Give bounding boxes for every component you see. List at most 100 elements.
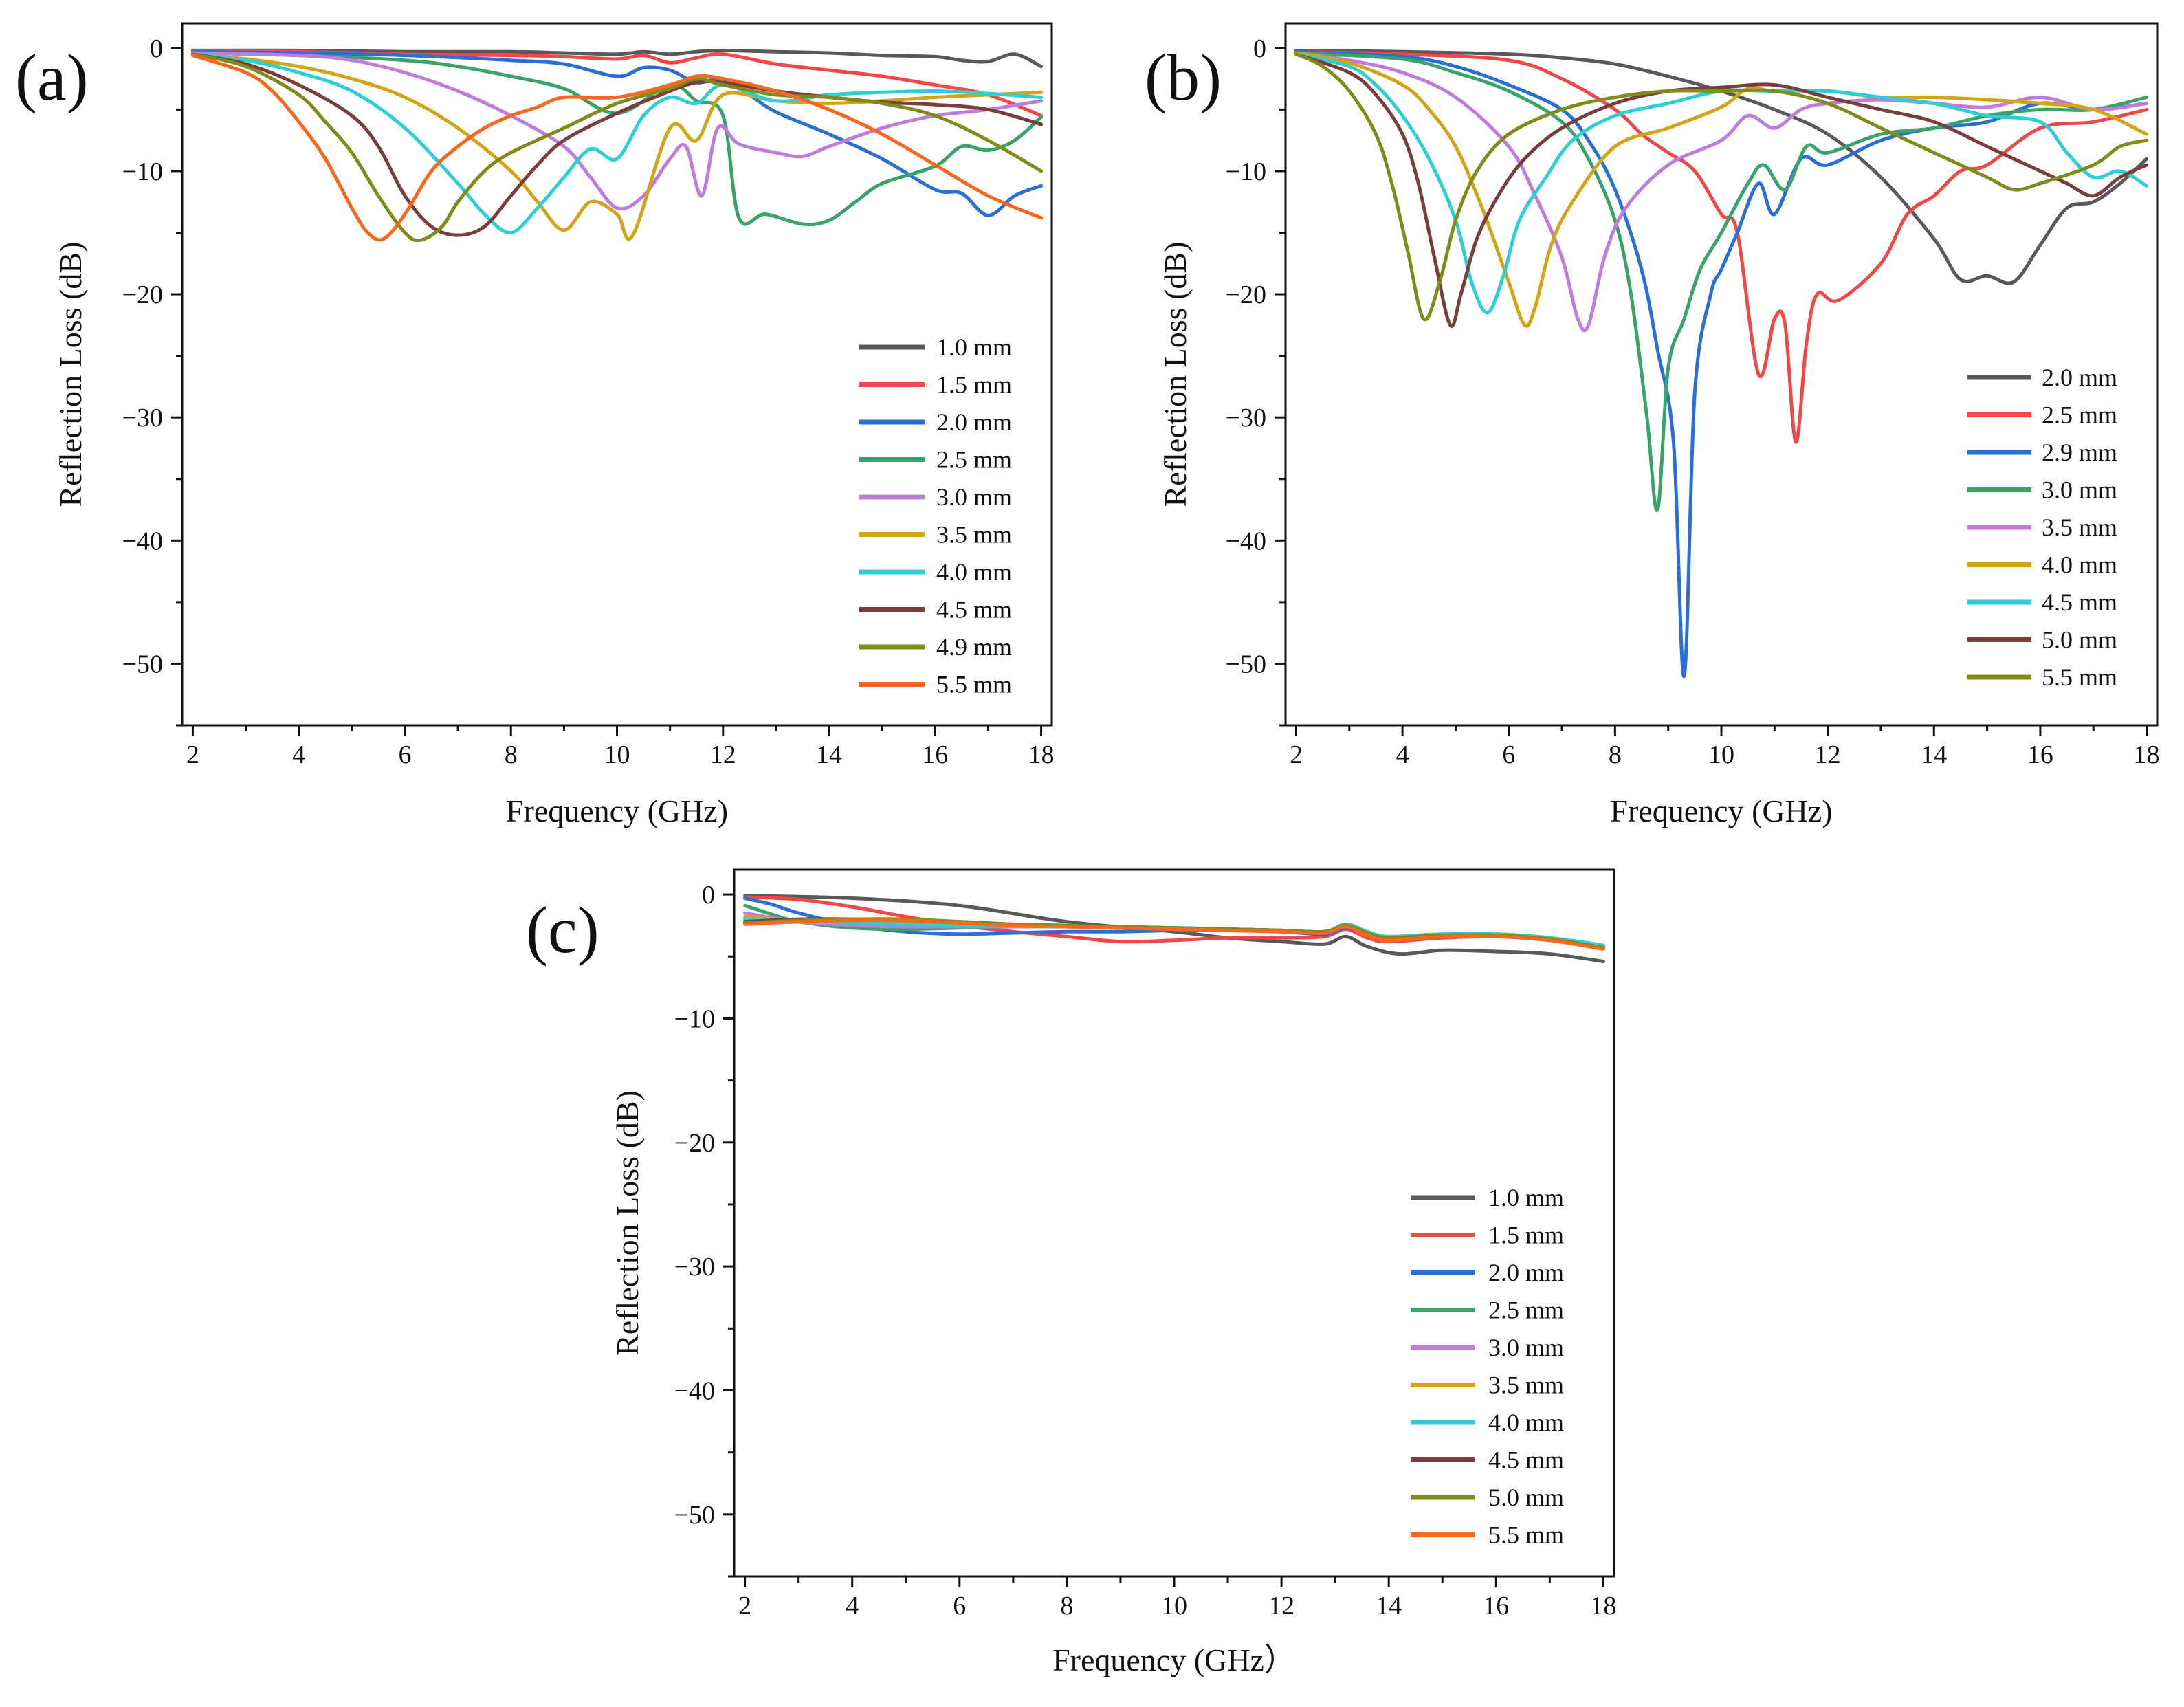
- legend-label: 2.5 mm: [2042, 401, 2117, 429]
- x-tick-label: 14: [1921, 740, 1947, 769]
- y-tick-label: −30: [674, 1253, 715, 1281]
- y-tick-label: −10: [674, 1004, 715, 1033]
- x-tick-label: 18: [1590, 1592, 1616, 1620]
- y-tick-label: −20: [1226, 280, 1266, 309]
- legend: 2.0 mm 2.5 mm 2.9 mm 3.0 mm 3.5 mm 4.0 mm 4.5 …: [1967, 364, 2117, 691]
- x-tick-label: 18: [1028, 740, 1055, 769]
- legend: 1.0 mm 1.5 mm 2.0 mm 2.5 mm 3.0 mm 3.5 mm 4.0 …: [859, 333, 1012, 698]
- x-tick-label: 16: [2027, 740, 2053, 769]
- legend-label: 3.5 mm: [2042, 514, 2117, 541]
- series-line-4_0-mm: [190, 52, 1044, 235]
- x-tick-label: 6: [953, 1592, 966, 1620]
- series-line-1_0-mm: [743, 894, 1605, 963]
- legend-label: 4.0 mm: [2042, 551, 2117, 579]
- legend-label: 4.5 mm: [1488, 1446, 1564, 1474]
- series-line-5_0-mm: [1294, 52, 2148, 328]
- x-tick-label: 4: [846, 1592, 859, 1620]
- series-line-3_5-mm: [1294, 51, 2148, 333]
- y-axis-title: Reflection Loss (dB): [610, 1090, 645, 1356]
- series-line-4_5-mm: [1294, 52, 2148, 315]
- series-line-1_5-mm: [190, 48, 1044, 118]
- legend-label: 2.0 mm: [936, 408, 1012, 436]
- y-tick-label: −50: [1226, 650, 1266, 679]
- x-tick-label: 2: [1290, 740, 1303, 769]
- y-tick-label: −40: [122, 527, 163, 555]
- x-tick-label: 2: [738, 1592, 751, 1620]
- series-line-1_0-mm: [190, 48, 1044, 69]
- plot-frame: [733, 868, 1615, 1578]
- panel-label: (b): [1145, 41, 1222, 114]
- x-axis-title: Frequency (GHz）: [1052, 1642, 1296, 1677]
- legend-label: 5.0 mm: [2042, 626, 2117, 654]
- x-tick-label: 12: [710, 740, 736, 769]
- series-line-5_5-mm: [190, 54, 1044, 242]
- legend-label: 5.5 mm: [936, 671, 1012, 698]
- legend-label: 2.0 mm: [2042, 364, 2117, 391]
- y-axis-title: Reflection Loss (dB): [53, 242, 88, 507]
- x-tick-label: 4: [1396, 740, 1409, 769]
- x-tick-label: 4: [292, 740, 305, 769]
- legend-label: 1.5 mm: [936, 371, 1012, 399]
- legend-label: 4.5 mm: [2042, 588, 2117, 616]
- x-tick-label: 10: [1708, 740, 1734, 769]
- y-tick-label: 0: [702, 881, 715, 910]
- legend-label: 4.9 mm: [936, 633, 1012, 661]
- legend-label: 2.5 mm: [936, 446, 1012, 474]
- x-tick-label: 6: [398, 740, 411, 769]
- series-line-3_0-mm: [190, 51, 1044, 211]
- y-tick-label: −20: [122, 280, 163, 309]
- panel-label: (c): [526, 893, 599, 967]
- x-tick-label: 12: [1815, 740, 1841, 769]
- x-tick-label: 10: [1161, 1592, 1187, 1620]
- x-tick-label: 16: [922, 740, 948, 769]
- series-line-5_5-mm: [743, 918, 1605, 951]
- x-tick-label: 18: [2134, 740, 2160, 769]
- series-line-2_5-mm: [1294, 49, 2148, 444]
- y-tick-label: 0: [1253, 34, 1266, 63]
- x-tick-label: 8: [505, 740, 518, 769]
- series-line-3_0-mm: [1294, 51, 2148, 512]
- legend-label: 3.0 mm: [2042, 476, 2117, 504]
- x-axis-title: Frequency (GHz): [506, 793, 728, 828]
- legend-label: 4.0 mm: [1488, 1409, 1564, 1436]
- x-tick-label: 8: [1060, 1592, 1073, 1620]
- series-line-2_0-mm: [190, 49, 1044, 217]
- x-tick-label: 6: [1502, 740, 1515, 769]
- legend-label: 3.0 mm: [936, 483, 1012, 511]
- series-line-5_5-mm: [1294, 52, 2148, 322]
- x-tick-label: 10: [604, 740, 630, 769]
- legend-label: 4.0 mm: [936, 558, 1012, 586]
- x-tick-label: 2: [186, 740, 199, 769]
- chart-panel-3: (c) 2 4 6 8 10 12 14 16 18 0 −10 −20 −30 −40 −50 Frequen…: [526, 868, 1616, 1677]
- series-line-3_5-mm: [190, 52, 1044, 241]
- legend-label: 5.5 mm: [1488, 1521, 1564, 1549]
- y-tick-label: −40: [674, 1376, 715, 1405]
- legend: 1.0 mm 1.5 mm 2.0 mm 2.5 mm 3.0 mm 3.5 mm 4.0 …: [1411, 1184, 1564, 1549]
- y-tick-label: −30: [122, 404, 163, 432]
- legend-label: 5.0 mm: [1488, 1484, 1564, 1511]
- y-tick-label: −40: [1226, 527, 1266, 555]
- legend-label: 4.5 mm: [936, 596, 1012, 624]
- series-line-2_0-mm: [1294, 48, 2148, 285]
- y-tick-label: −10: [1226, 157, 1266, 186]
- series-line-4_0-mm: [1294, 51, 2148, 328]
- chart-panel-1: (a) 2 4 6 8 10 12 14 16 18 0 −10 −20 −30 −40 −50 Frequen…: [15, 22, 1055, 828]
- legend-label: 2.5 mm: [1488, 1297, 1564, 1324]
- y-tick-label: −30: [1226, 404, 1266, 432]
- chart-panel-2: (b) 2 4 6 8 10 12 14 16 18 0 −10 −20 −30 −40 −50 Frequen…: [1145, 22, 2160, 828]
- y-tick-label: −20: [674, 1129, 715, 1158]
- legend-label: 3.5 mm: [936, 521, 1012, 549]
- y-tick-label: −50: [674, 1501, 715, 1530]
- series-line-4_9-mm: [190, 52, 1044, 243]
- plot-frame: [1284, 22, 2159, 727]
- legend-label: 1.5 mm: [1488, 1222, 1564, 1249]
- series-line-2_5-mm: [190, 51, 1044, 227]
- legend-label: 2.0 mm: [1488, 1259, 1564, 1286]
- y-tick-label: −50: [122, 650, 163, 679]
- legend-label: 3.5 mm: [1488, 1372, 1564, 1399]
- legend-label: 1.0 mm: [1488, 1184, 1564, 1211]
- y-tick-label: 0: [150, 34, 163, 63]
- y-axis-title: Reflection Loss (dB): [1158, 242, 1193, 507]
- x-tick-label: 16: [1483, 1592, 1509, 1620]
